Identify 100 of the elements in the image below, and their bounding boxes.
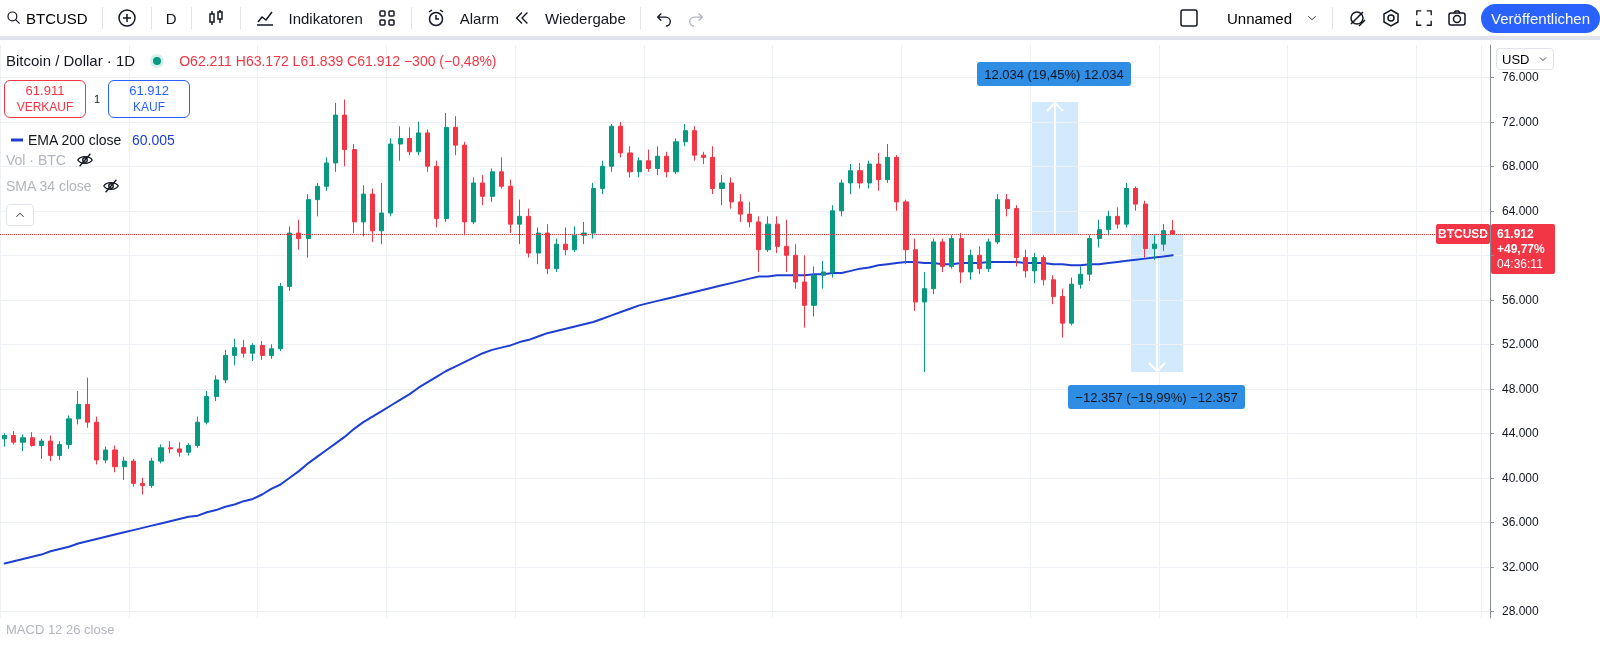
candlestick: [223, 349, 228, 384]
candlestick: [664, 151, 669, 178]
candlestick: [204, 390, 209, 425]
text: D: [165, 9, 177, 27]
candlestick: [719, 174, 725, 206]
candlestick: [103, 446, 108, 464]
candlestick: [683, 123, 688, 147]
candlestick: [490, 168, 495, 203]
candlestick: [140, 477, 145, 495]
y-tick-label: 36.000: [1502, 515, 1540, 530]
candlestick: [1115, 206, 1120, 230]
text: Indikatoren: [288, 9, 363, 27]
candlestick: [572, 225, 577, 253]
chart-title: Bitcoin / Dollar · 1D: [6, 52, 136, 69]
candlestick: [747, 201, 752, 228]
candlestick: [425, 129, 430, 173]
y-tick-label: 40.000: [1502, 470, 1540, 485]
y-tick-label: 76.000: [1502, 70, 1540, 85]
candlestick: [444, 112, 449, 223]
candlestick: [379, 182, 384, 245]
y-tick-label: 52.000: [1502, 337, 1540, 352]
candlestick: [1041, 254, 1046, 286]
candlestick: [591, 182, 596, 240]
candlestick: [149, 457, 154, 489]
candlestick: [637, 156, 642, 178]
candlestick: [1078, 265, 1083, 290]
candlestick: [913, 238, 918, 312]
candlestick: [968, 249, 973, 281]
candlestick: [536, 226, 541, 265]
candlestick: [692, 125, 697, 162]
text: Wiedergabe: [544, 9, 626, 27]
candlestick: [499, 156, 504, 190]
candlestick: [646, 149, 651, 173]
candlestick: [655, 145, 660, 176]
candlestick: [2, 432, 7, 448]
candlestick: [609, 123, 614, 173]
candlestick: [122, 456, 127, 481]
candlestick: [839, 179, 844, 217]
candlestick: [876, 152, 881, 192]
candlestick: [76, 390, 81, 425]
candlestick: [848, 163, 853, 195]
annotation: 12.034 (19,45%) 12.034: [977, 62, 1131, 86]
annotation: O62.211 H63.172 L61.839 C61.912 −300 (−0,48%): [179, 52, 497, 69]
candlestick: [388, 137, 393, 217]
annotation: KAUF: [133, 99, 166, 115]
candlestick: [793, 243, 798, 290]
candlestick: [1106, 210, 1111, 236]
candlestick: [269, 343, 274, 360]
candlestick: [517, 199, 522, 245]
candlestick: [287, 225, 292, 292]
text: Alarm: [459, 9, 499, 27]
candlestick: [710, 145, 715, 195]
text: BTCUSD: [26, 9, 88, 27]
candlestick: [278, 282, 283, 352]
candlestick: [1133, 185, 1138, 212]
candlestick: [352, 143, 357, 234]
text: Unnamed: [1226, 9, 1293, 27]
y-tick-label: 72.000: [1502, 114, 1540, 129]
candlestick: [830, 204, 835, 279]
annotation: 1: [94, 93, 101, 105]
candlestick: [1005, 193, 1010, 217]
candlestick: [1051, 274, 1056, 305]
candlestick: [885, 143, 890, 184]
text: 61.912: [1497, 227, 1534, 242]
candlestick: [729, 176, 734, 210]
candlestick: [1060, 288, 1065, 339]
candlestick: [112, 445, 118, 473]
candlestick: [333, 102, 338, 173]
candlestick: [214, 374, 219, 402]
candlestick: [1152, 234, 1157, 261]
candlestick: [1023, 249, 1028, 279]
candlestick: [66, 415, 72, 450]
candlestick: [811, 265, 817, 317]
candlestick: [232, 338, 237, 366]
candlestick: [471, 176, 476, 225]
candlestick: [434, 160, 439, 228]
annotation: 61.911: [25, 83, 65, 99]
annotation: 61.912: [129, 83, 169, 99]
candlestick: [894, 154, 899, 212]
candlestick: [986, 238, 991, 273]
y-tick-label: 28.000: [1502, 604, 1540, 619]
candlestick: [416, 121, 421, 156]
buy-button: 61.912 KAUF: [108, 80, 191, 118]
candlestick: [821, 260, 826, 290]
candlestick: [453, 115, 458, 156]
candlestick: [922, 271, 927, 373]
annotation: −12.357 (−19,99%) −12.357: [1068, 385, 1245, 409]
candlestick: [867, 160, 872, 190]
candlestick: [158, 443, 164, 464]
candlestick: [554, 238, 559, 273]
text: MACD 12 26 close: [6, 622, 115, 637]
candlestick: [131, 458, 136, 488]
annotation: VERKAUF: [16, 99, 74, 115]
candlestick: [94, 416, 99, 465]
candlestick: [315, 182, 320, 217]
candlestick: [361, 184, 366, 237]
candlestick: [342, 99, 347, 167]
candlestick: [1161, 223, 1166, 252]
annotation: SMA 34 close: [6, 178, 92, 194]
candlestick: [977, 245, 982, 275]
